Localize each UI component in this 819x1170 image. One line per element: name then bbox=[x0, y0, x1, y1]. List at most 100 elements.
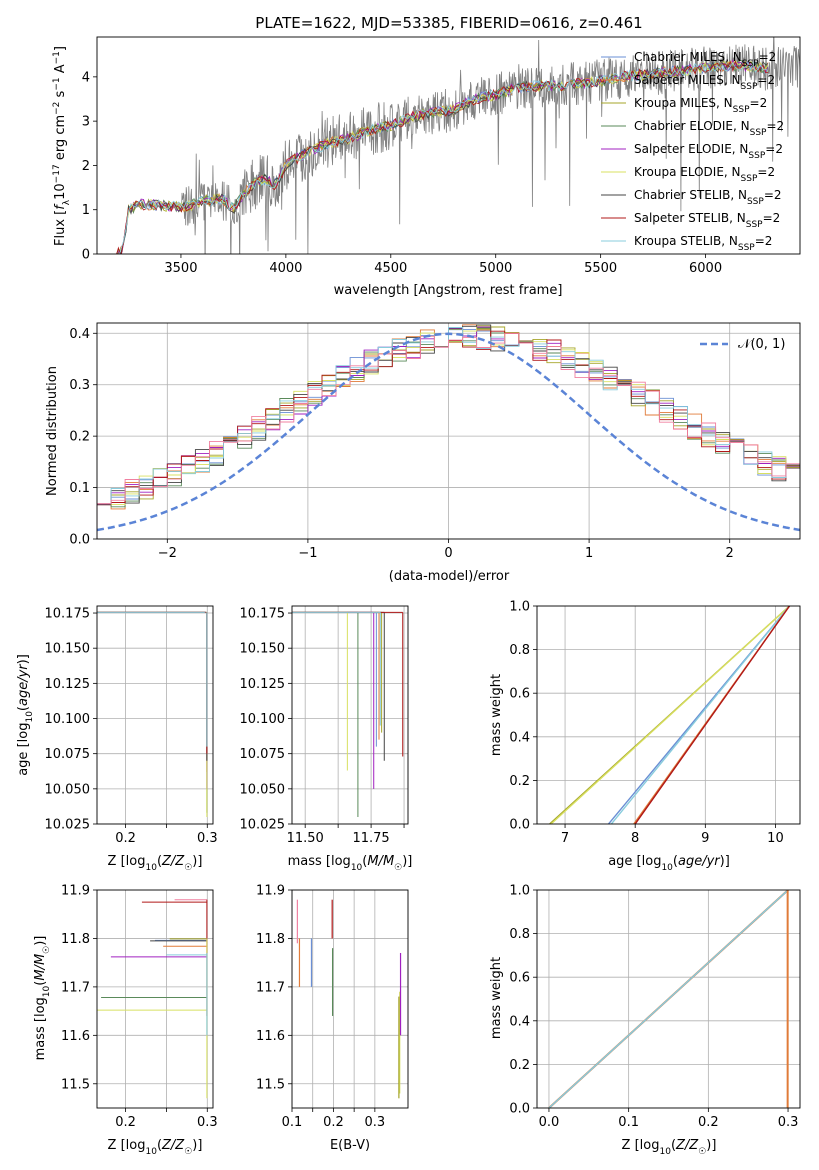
mass-vs-z-panel: 0.2 0.3 11.5 11.6 11.7 11.8 11.9 Z [log10(Z/Z☉)… bbox=[33, 884, 218, 1158]
y-axis-label: age [log10(age/yr)] bbox=[16, 654, 35, 776]
legend-label: Salpeter ELODIE, NSSP=2 bbox=[634, 142, 783, 161]
y-tick-label: 0.0 bbox=[509, 1102, 530, 1117]
x-tick-label: 0.2 bbox=[115, 831, 136, 846]
legend-label: Chabrier ELODIE, NSSP=2 bbox=[634, 119, 784, 138]
age-vs-z-panel: 0.2 0.3 10.025 10.050 10.075 10.100 10.125 10.1… bbox=[16, 605, 218, 873]
x-tick-label: −1 bbox=[298, 546, 317, 561]
x-tick-label: 0.0 bbox=[539, 1115, 560, 1130]
legend-label: 𝒩(0, 1) bbox=[738, 337, 785, 352]
plot-area bbox=[97, 890, 213, 1108]
model-spectrum-line bbox=[119, 60, 769, 254]
plot-area bbox=[292, 890, 408, 1108]
y-tick-label: 10.075 bbox=[240, 747, 286, 762]
axes-frame bbox=[291, 605, 409, 825]
y-tick-label: 11.6 bbox=[61, 1029, 90, 1044]
x-axis-label: E(B-V) bbox=[330, 1138, 370, 1153]
x-tick-label: 6000 bbox=[689, 261, 722, 276]
legend-label: Salpeter MILES, NSSP=2 bbox=[634, 73, 775, 92]
legend-label: Kroupa STELIB, NSSP=2 bbox=[634, 234, 772, 253]
legend-label: Chabrier STELIB, NSSP=2 bbox=[634, 188, 782, 207]
axes-frame bbox=[96, 36, 801, 255]
x-tick-label: 0.1 bbox=[618, 1115, 639, 1130]
axes-frame bbox=[96, 889, 214, 1109]
grid bbox=[97, 323, 800, 539]
x-tick-label: 0 bbox=[444, 546, 452, 561]
y-tick-label: 10.075 bbox=[45, 747, 91, 762]
x-axis-label: age [log10(age/yr)] bbox=[608, 854, 730, 873]
y-tick-label: 10.025 bbox=[240, 818, 286, 833]
y-tick-label: 11.9 bbox=[256, 884, 285, 899]
histogram-panel: −2 −1 0 1 2 0.0 0.1 0.2 0.3 0.4 𝒩(0, 1) (data-model… bbox=[45, 322, 801, 584]
y-tick-label: 0.4 bbox=[509, 730, 530, 745]
y-tick-label: 1 bbox=[82, 203, 90, 218]
y-tick-label: 2 bbox=[82, 159, 90, 174]
x-tick-label: 11.50 bbox=[287, 831, 324, 846]
x-axis-label: mass [log10(M/M☉)] bbox=[288, 854, 413, 873]
axes-frame bbox=[536, 889, 801, 1109]
model-spectrum-line bbox=[116, 60, 769, 254]
y-tick-label: 3 bbox=[82, 115, 90, 130]
y-tick-label: 0.8 bbox=[509, 643, 530, 658]
y-tick-label: 10.050 bbox=[45, 782, 91, 797]
y-axis-label: Flux [fλ10−17 erg cm−2 s−1 A−1] bbox=[52, 46, 72, 246]
y-tick-label: 11.5 bbox=[61, 1077, 90, 1092]
model-spectrum-line bbox=[116, 60, 769, 254]
y-tick-label: 10.150 bbox=[240, 642, 286, 657]
y-tick-label: 11.7 bbox=[256, 980, 285, 995]
axes-frame bbox=[291, 889, 409, 1109]
plot-area bbox=[537, 890, 800, 1108]
x-tick-label: 4000 bbox=[269, 261, 302, 276]
mass-vs-ebv-panel: 0.1 0.2 0.3 11.5 11.6 11.7 11.8 11.9 E(B-V) bbox=[256, 884, 409, 1153]
x-tick-label: 5000 bbox=[479, 261, 512, 276]
cumulative-z-panel: 0.0 0.1 0.2 0.3 0.0 0.2 0.4 0.6 0.8 1.0 Z [log10(Z… bbox=[489, 884, 801, 1157]
plot-area bbox=[97, 323, 800, 539]
cumulative-age-line bbox=[550, 606, 790, 824]
y-tick-label: 1.0 bbox=[509, 600, 530, 615]
x-tick-label: 2 bbox=[726, 546, 734, 561]
legend-label: Kroupa MILES, NSSP=2 bbox=[634, 96, 767, 115]
x-axis-label: Z [log10(Z/Z☉)] bbox=[622, 1138, 717, 1157]
y-tick-label: 11.7 bbox=[61, 980, 90, 995]
x-tick-label: 5500 bbox=[584, 261, 617, 276]
plot-area bbox=[97, 606, 213, 824]
x-tick-label: 0.3 bbox=[365, 1115, 386, 1130]
x-tick-label: 0.2 bbox=[323, 1115, 344, 1130]
y-tick-label: 10.125 bbox=[45, 677, 91, 692]
y-axis-label: Normed distribution bbox=[45, 366, 60, 496]
x-tick-label: 4500 bbox=[374, 261, 407, 276]
y-tick-label: 0.4 bbox=[69, 327, 90, 342]
legend-label: Kroupa ELODIE, NSSP=2 bbox=[634, 165, 775, 184]
y-tick-label: 0.4 bbox=[509, 1014, 530, 1029]
x-tick-label: 3500 bbox=[164, 261, 197, 276]
grid bbox=[292, 890, 408, 1108]
axes-frame bbox=[536, 605, 801, 825]
y-tick-label: 10.025 bbox=[45, 818, 91, 833]
model-spectrum-line bbox=[117, 60, 769, 254]
x-tick-label: 10 bbox=[767, 831, 784, 846]
x-tick-label: 7 bbox=[561, 831, 569, 846]
y-tick-label: 11.9 bbox=[61, 884, 90, 899]
x-axis-label: Z [log10(Z/Z☉)] bbox=[108, 854, 203, 873]
y-tick-label: 10.175 bbox=[240, 607, 286, 622]
y-tick-label: 0.6 bbox=[509, 687, 530, 702]
grid bbox=[97, 890, 213, 1108]
cumulative-age-line bbox=[634, 606, 791, 824]
legend-label: Salpeter STELIB, NSSP=2 bbox=[634, 211, 780, 230]
y-tick-label: 10.125 bbox=[240, 677, 286, 692]
spectrum-panel: 3500 4000 4500 5000 5500 6000 0 1 2 3 4 Chabrier MI… bbox=[52, 36, 801, 298]
x-tick-label: −2 bbox=[158, 546, 177, 561]
y-tick-label: 10.100 bbox=[240, 712, 286, 727]
y-axis-label: mass weight bbox=[489, 957, 504, 1039]
x-tick-label: 9 bbox=[701, 831, 709, 846]
grid bbox=[97, 606, 213, 824]
age-vs-mass-panel: 11.50 11.75 10.025 10.050 10.075 10.100 10.125… bbox=[240, 605, 413, 873]
x-tick-label: 11.75 bbox=[352, 831, 389, 846]
y-tick-label: 0.0 bbox=[69, 533, 90, 548]
y-tick-label: 0.8 bbox=[509, 927, 530, 942]
model-spectrum-line bbox=[117, 60, 769, 254]
axes-frame bbox=[96, 322, 801, 540]
y-tick-label: 11.8 bbox=[256, 932, 285, 947]
normal-curve bbox=[97, 332, 800, 532]
y-tick-label: 0.2 bbox=[69, 430, 90, 445]
